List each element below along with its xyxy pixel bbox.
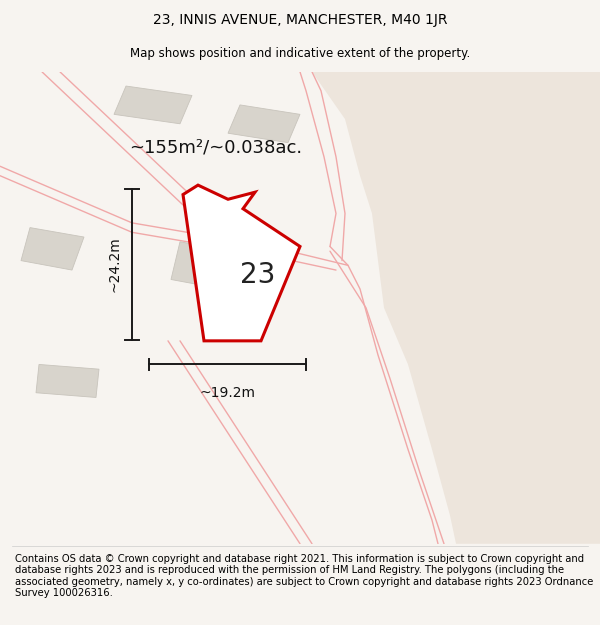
Text: 23, INNIS AVENUE, MANCHESTER, M40 1JR: 23, INNIS AVENUE, MANCHESTER, M40 1JR (153, 13, 447, 27)
Text: ~19.2m: ~19.2m (199, 386, 256, 399)
Polygon shape (183, 185, 300, 341)
Text: ~24.2m: ~24.2m (107, 236, 121, 292)
Polygon shape (171, 242, 231, 289)
Polygon shape (114, 86, 192, 124)
Polygon shape (36, 364, 99, 398)
Text: ~155m²/~0.038ac.: ~155m²/~0.038ac. (130, 138, 302, 156)
Polygon shape (228, 105, 300, 142)
Polygon shape (312, 72, 600, 544)
Text: 23: 23 (241, 261, 275, 289)
Text: Contains OS data © Crown copyright and database right 2021. This information is : Contains OS data © Crown copyright and d… (15, 554, 593, 598)
Text: Map shows position and indicative extent of the property.: Map shows position and indicative extent… (130, 48, 470, 61)
Polygon shape (21, 228, 84, 270)
